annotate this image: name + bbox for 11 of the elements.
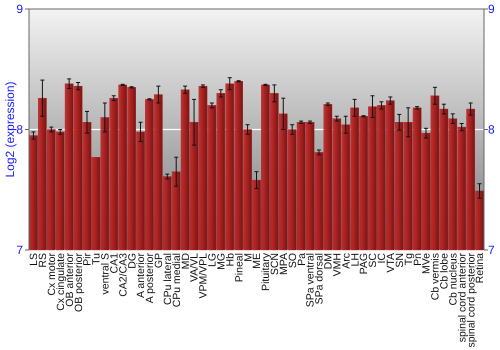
y2-tick-label: 9: [488, 2, 495, 16]
y-tick-label: 7: [16, 243, 24, 258]
y-axis-title: Log2 (expression): [3, 81, 18, 178]
x-tick-label: CPu medial: [170, 253, 183, 308]
y2-tick-label: 7: [488, 243, 495, 258]
x-tick-label: A posterior: [144, 252, 156, 304]
y-tick-label: 8: [16, 122, 24, 137]
y-tick-label: 9: [16, 2, 24, 16]
x-tick-label: MVe: [420, 252, 433, 274]
y2-tick-label: 8: [488, 122, 495, 137]
x-tick-label: RS: [37, 253, 50, 268]
